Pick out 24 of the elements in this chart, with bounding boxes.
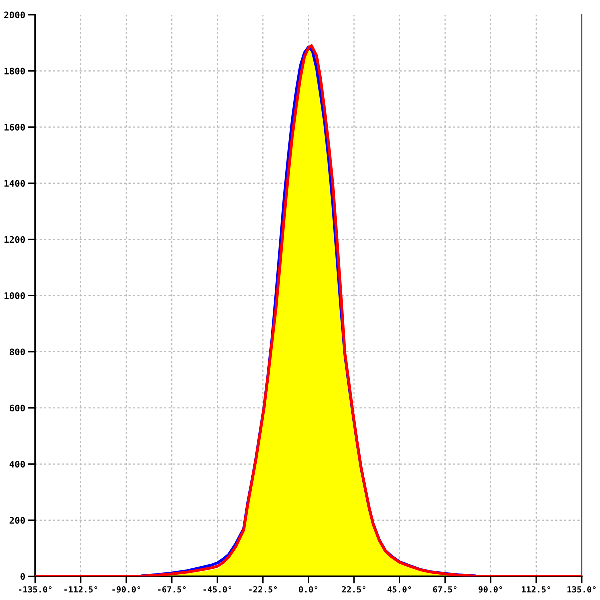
y-tick-label: 1000: [4, 292, 26, 300]
x-tick-label: 67.5°: [433, 586, 457, 593]
x-tick-label: 112.5°: [522, 586, 550, 593]
x-tick-label: 45.0°: [388, 586, 412, 593]
y-tick-label: 400: [10, 461, 26, 468]
y-tick-label: 600: [10, 404, 26, 412]
x-tick-label: 135.0°: [568, 586, 596, 593]
x-tick-label: 90.0°: [478, 586, 502, 593]
y-tick-label: 1400: [4, 180, 26, 188]
y-tick-label: 800: [10, 348, 26, 356]
x-tick-label: -135.0°: [19, 586, 52, 593]
x-tick-label: 22.5°: [342, 586, 366, 593]
y-tick-label: 200: [10, 517, 26, 524]
x-tick-label: 0.0°: [299, 586, 318, 593]
y-tick-label: 2000: [4, 12, 26, 19]
y-tick-label: 0: [20, 573, 26, 580]
y-tick-label: 1800: [4, 68, 26, 75]
x-tick-label: -112.5°: [64, 586, 98, 593]
x-tick-label: -45.0°: [204, 586, 232, 593]
y-tick-label: 1200: [4, 236, 26, 244]
x-tick-label: -90.0°: [112, 586, 140, 593]
x-tick-label: -22.5°: [249, 586, 278, 593]
x-tick-label: -67.5°: [158, 586, 186, 593]
y-tick-label: 1600: [4, 124, 26, 131]
